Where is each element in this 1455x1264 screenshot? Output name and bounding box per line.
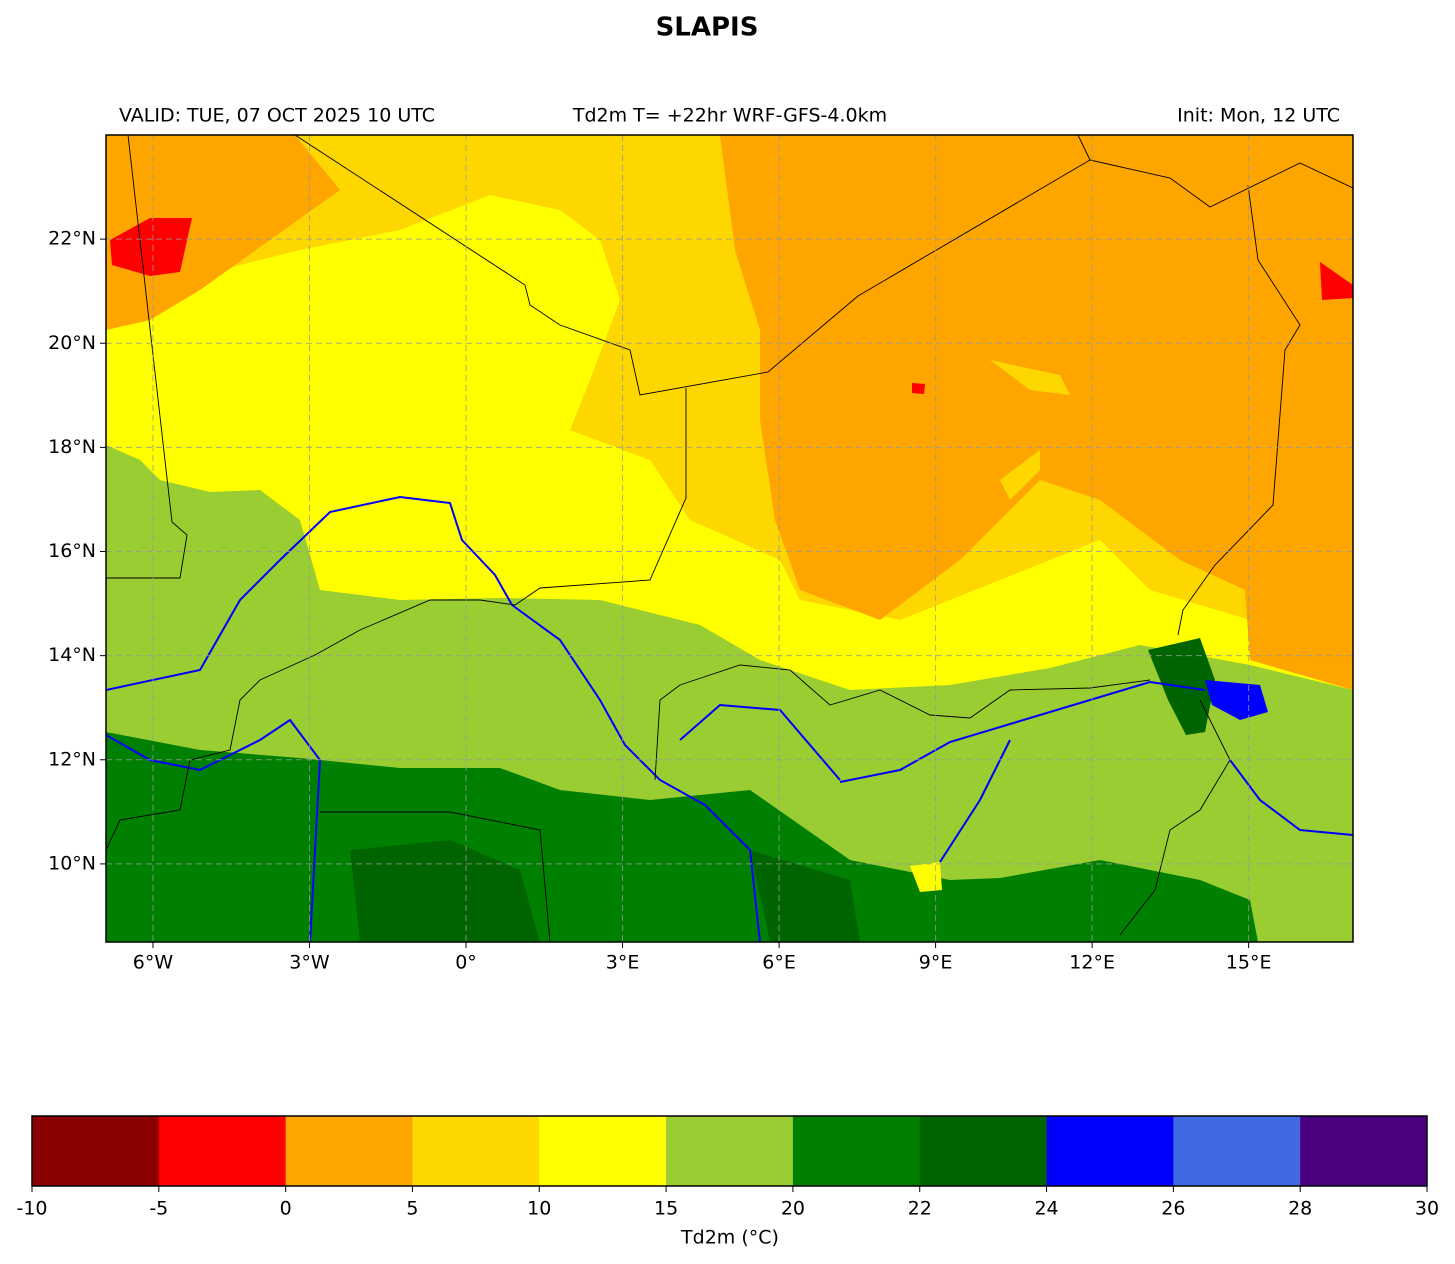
border (1177, 184, 1301, 636)
colorbar-tick-label: 20 (781, 1198, 805, 1220)
colorbar-tick-label: 10 (527, 1198, 551, 1220)
y-tick-label: 22°N (48, 228, 96, 250)
colorbar-segment (919, 1116, 1048, 1186)
river (1229, 759, 1353, 836)
colorbar: -10 -5 0 5 10 15 20 22 24 26 28 30 (16, 1115, 1439, 1220)
colorbar-tick-label: -10 (16, 1198, 47, 1220)
colorbar-segment (285, 1116, 413, 1186)
colorbar-segment (1300, 1116, 1428, 1186)
border (654, 684, 681, 781)
map-frame (105, 134, 1354, 943)
colorbar-tick-label: 24 (1034, 1198, 1058, 1220)
x-tick-label: 0° (455, 952, 477, 974)
x-tick-label: 12°E (1069, 952, 1115, 974)
field (110, 218, 192, 276)
header-right: Init: Mon, 12 UTC (1177, 105, 1340, 127)
field (912, 383, 925, 394)
border (679, 664, 1151, 719)
field (990, 360, 1070, 395)
y-tick-label: 14°N (48, 644, 96, 666)
colorbar-tick-label: 30 (1415, 1198, 1439, 1220)
title: SLAPIS (656, 13, 759, 43)
field (350, 840, 540, 942)
colorbar-segment (792, 1116, 921, 1186)
y-tick-label: 12°N (48, 748, 96, 770)
river (679, 703, 841, 781)
field (106, 135, 340, 330)
map (106, 135, 1353, 942)
colorbar-tick-label: 22 (908, 1198, 932, 1220)
header-center: Td2m T= +22hr WRF-GFS-4.0km (572, 105, 887, 127)
field (750, 850, 860, 942)
y-tick-label: 20°N (48, 332, 96, 354)
field (1205, 680, 1268, 720)
colorbar-tick-label: -5 (149, 1198, 168, 1220)
colorbar-segment (32, 1116, 160, 1186)
colorbar-segment (539, 1116, 667, 1186)
border (106, 388, 687, 851)
colorbar-tick-label: 28 (1288, 1198, 1312, 1220)
header-left: VALID: TUE, 07 OCT 2025 10 UTC (119, 105, 435, 127)
river (106, 495, 761, 942)
x-tick-label: 6°W (133, 952, 174, 974)
colorbar-tick-label: 5 (406, 1198, 418, 1220)
x-tick-label: 3°W (289, 952, 330, 974)
colorbar-segment (412, 1116, 540, 1186)
colorbar-frame (31, 1115, 1428, 1187)
colorbar-tick-label: 26 (1161, 1198, 1185, 1220)
x-tick-label: 15°E (1226, 952, 1272, 974)
x-tick-label: 6°E (762, 952, 796, 974)
colorbar-tick-label: 0 (280, 1198, 292, 1220)
colorbar-label: Td2m (°C) (680, 1227, 779, 1249)
field (1000, 450, 1040, 500)
field (910, 862, 942, 892)
border (320, 811, 551, 942)
colorbar-segment (158, 1116, 287, 1186)
colorbar-segment (666, 1116, 794, 1186)
y-tick-label: 10°N (48, 852, 96, 874)
colorbar-segment (1173, 1116, 1301, 1186)
x-tick-label: 9°E (919, 952, 953, 974)
border (294, 135, 1091, 396)
field (1320, 262, 1353, 300)
border (1119, 699, 1231, 936)
colorbar-segment (1046, 1116, 1174, 1186)
colorbar-tick-label: 15 (654, 1198, 678, 1220)
x-tick-label: 3°E (606, 952, 640, 974)
border (106, 135, 188, 579)
border (1089, 159, 1353, 208)
y-tick-label: 18°N (48, 436, 96, 458)
y-tick-label: 16°N (48, 540, 96, 562)
river (839, 680, 1206, 783)
